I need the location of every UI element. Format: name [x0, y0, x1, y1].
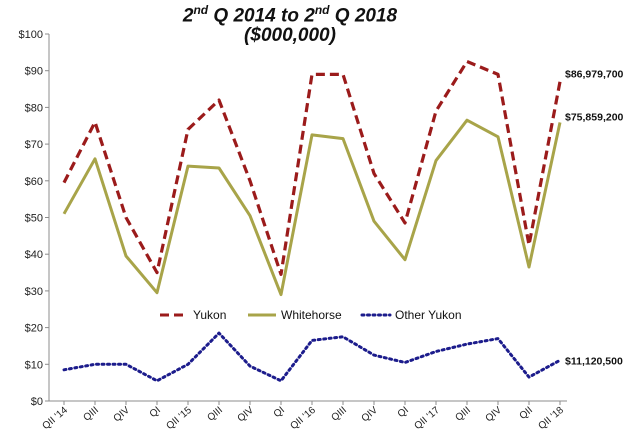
x-tick-label: QII [518, 405, 535, 422]
x-tick-label: QIII [330, 405, 349, 424]
y-tick-label: $0 [31, 396, 43, 408]
legend-label-whitehorse: Whitehorse [281, 308, 342, 322]
y-tick-label: $50 [25, 213, 43, 225]
x-tick-label: QII '14 [41, 405, 71, 432]
x-tick-label: QIII [206, 405, 225, 424]
legend-label-other-yukon: Other Yukon [395, 308, 462, 322]
x-tick-label: QII '15 [165, 405, 195, 432]
y-tick-label: $80 [25, 102, 43, 114]
x-tick-label: QIV [484, 405, 505, 425]
end-labels: $86,979,700 $75,859,200 $11,120,500 [565, 69, 624, 368]
x-tick-label: QI [396, 405, 411, 420]
title-part-2: Q 2014 to 2 [208, 5, 315, 27]
series-line-whitehorse [62, 118, 562, 297]
end-label-other-yukon: $11,120,500 [565, 355, 623, 367]
y-tick-label: $40 [25, 249, 43, 261]
legend: Yukon Whitehorse Other Yukon [160, 308, 462, 322]
series-line-other-yukon [62, 331, 562, 383]
title-part-1: 2 [182, 5, 194, 27]
x-tick-label: QIII [82, 405, 101, 424]
x-tick-label: QII '18 [537, 405, 567, 432]
y-tick-label: $30 [25, 286, 43, 298]
x-tick-label: QIII [454, 405, 473, 424]
title-superscript-1: nd [193, 3, 209, 17]
x-tick-label: QI [272, 405, 287, 420]
x-tick-label: QIV [236, 405, 257, 425]
series-lines [62, 59, 562, 383]
y-tick-label: $60 [25, 176, 43, 188]
legend-label-yukon: Yukon [193, 308, 226, 322]
y-tick-label: $20 [25, 323, 43, 335]
x-tick-label: QIV [360, 405, 381, 425]
x-tick-label: QII '17 [413, 405, 443, 432]
end-label-yukon: $86,979,700 [565, 69, 624, 81]
series-line-yukon [62, 59, 562, 276]
x-tick-label: QIV [112, 405, 133, 425]
y-tick-label: $70 [25, 139, 43, 151]
y-tick-label: $10 [25, 359, 43, 371]
title-part-3: Q 2018 [329, 5, 398, 27]
chart-title-line-1: 2nd Q 2014 to 2nd Q 2018 [120, 3, 460, 27]
x-tick-label: QI [148, 405, 163, 420]
title-superscript-2: nd [314, 3, 330, 17]
end-label-whitehorse: $75,859,200 [565, 111, 624, 123]
y-tick-label: $90 [25, 66, 43, 78]
x-tick-label: QII '16 [289, 405, 319, 432]
chart-title-line-2: ($000,000) [244, 25, 336, 46]
y-tick-label: $100 [19, 29, 43, 41]
